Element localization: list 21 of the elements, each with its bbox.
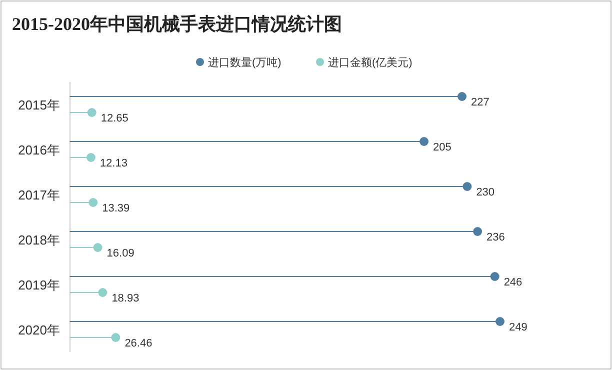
data-label: 26.46 <box>124 338 152 350</box>
y-tick-label: 2018年 <box>18 232 60 248</box>
data-label: 16.09 <box>106 248 134 260</box>
data-label: 205 <box>433 142 452 154</box>
y-tick-label: 2017年 <box>18 188 60 202</box>
y-tick-label: 2020年 <box>18 322 60 338</box>
data-label: 227 <box>471 96 490 108</box>
data-label: 246 <box>504 276 522 288</box>
data-label: 13.39 <box>102 202 130 214</box>
data-label: 230 <box>476 186 495 198</box>
legend-label: 进口数量(万吨) <box>208 56 282 69</box>
data-label: 249 <box>509 322 528 334</box>
legend-label: 进口金额(亿美元) <box>328 56 412 69</box>
data-label: 12.65 <box>100 112 128 124</box>
y-tick-label: 2016年 <box>18 142 60 158</box>
chart-title: 2015-2020年中国机械手表进口情况统计图 <box>12 14 342 34</box>
data-label: 12.13 <box>100 158 128 170</box>
data-label: 18.93 <box>112 292 140 304</box>
y-tick-label: 2015年 <box>18 98 60 112</box>
data-label: 236 <box>486 232 505 244</box>
y-tick-label: 2019年 <box>18 278 60 292</box>
